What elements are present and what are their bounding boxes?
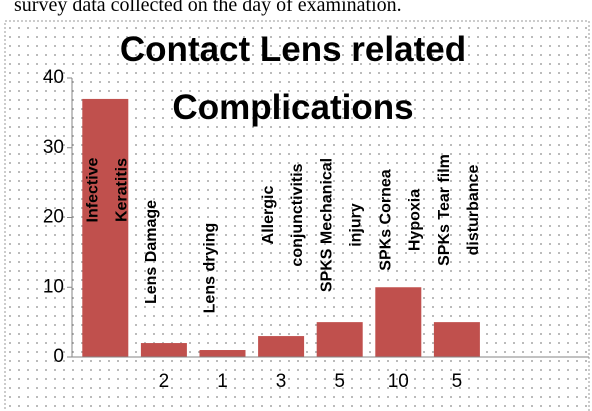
category-label-group: Allergic conjunctivitis	[260, 163, 306, 266]
y-tick-label: 20	[43, 207, 64, 228]
bar	[433, 322, 480, 357]
text-line: Allergic	[260, 186, 277, 245]
text-line: Infective	[85, 157, 102, 222]
text-line: SPKs Cornea	[378, 169, 395, 270]
data-label: 2	[159, 371, 170, 392]
y-tick-label: 10	[43, 276, 64, 297]
text-line: Hypoxia	[407, 189, 424, 251]
category-label: SPKs Cornea Hypoxia	[378, 169, 424, 270]
category-label: Infective Keratitis	[85, 157, 131, 222]
bar	[316, 322, 363, 357]
category-label-group: SPKS Mechanical injury	[319, 158, 365, 292]
y-tick-label: 40	[43, 67, 64, 88]
category-label-group: Infective Keratitis	[85, 157, 131, 222]
bar	[199, 350, 246, 357]
text-line: SPKS Mechanical	[319, 158, 336, 292]
text-line: Keratitis	[114, 158, 131, 222]
bar	[82, 98, 129, 358]
category-label-group: Lens Damage	[143, 200, 160, 304]
bar	[140, 343, 187, 357]
y-tick-label: 0	[53, 346, 64, 367]
category-label: SPKs Tear film disturbance	[436, 154, 482, 266]
category-label: Lens drying	[202, 223, 219, 314]
data-label: 5	[452, 371, 463, 392]
text-line: conjunctivitis	[289, 163, 306, 266]
category-label: Lens Damage	[143, 200, 160, 304]
category-label: SPKS Mechanical injury	[319, 158, 365, 292]
category-label-group: Lens drying	[202, 223, 219, 314]
text-line: SPKs Tear film	[436, 154, 453, 266]
data-label: 10	[388, 371, 409, 392]
text-line: injury	[348, 203, 365, 247]
category-label-group: SPKs Cornea Hypoxia	[378, 169, 424, 270]
category-label: Allergic conjunctivitis	[260, 163, 306, 266]
data-label: 1	[217, 371, 228, 392]
bar	[375, 287, 422, 357]
y-tick-label: 30	[43, 137, 64, 158]
caption: survey data collected on the day of exam…	[14, 0, 402, 16]
data-label: 3	[276, 371, 287, 392]
chart-title: Contact Lens related Complications	[120, 30, 466, 127]
text-line: disturbance	[465, 165, 482, 256]
text-line: Contact Lens related	[120, 30, 466, 69]
text-line: Complications	[172, 88, 413, 127]
data-label: 5	[334, 371, 345, 392]
category-label-group: SPKs Tear film disturbance	[436, 154, 482, 266]
bar	[258, 336, 305, 357]
